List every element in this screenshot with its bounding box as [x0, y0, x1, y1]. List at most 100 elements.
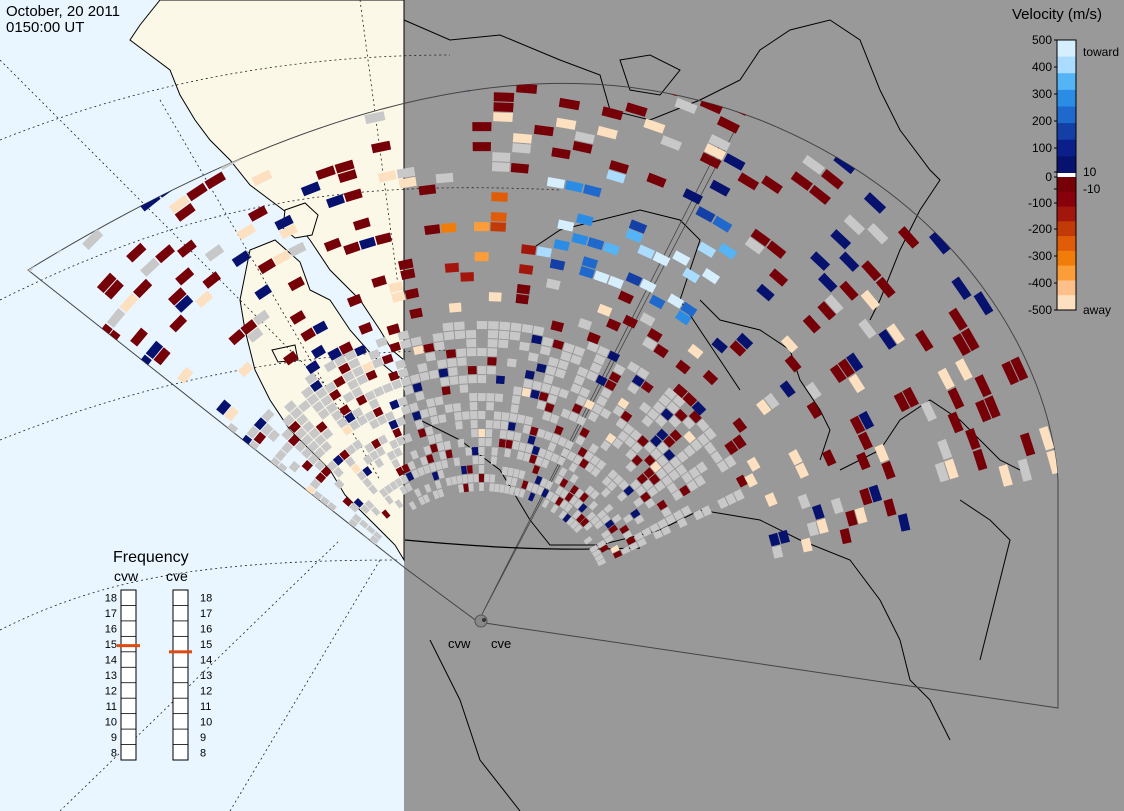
scatter-cell	[312, 490, 323, 502]
scatter-cell	[394, 477, 404, 488]
scatter-cell	[590, 466, 601, 478]
scatter-cell	[432, 332, 444, 342]
scatter-cell	[596, 459, 607, 471]
scatter-cell	[578, 503, 588, 513]
scatter-cell	[688, 410, 702, 424]
scatter-cell	[687, 343, 704, 359]
scatter-cell	[311, 344, 326, 359]
colorbar-tick-label: 500	[1032, 33, 1052, 47]
scatter-cell	[500, 421, 509, 430]
scatter-cell	[947, 387, 965, 410]
scatter-cell	[419, 371, 430, 382]
frequency-tick-label: 11	[200, 701, 211, 713]
scatter-cell	[247, 205, 268, 222]
scatter-cell	[460, 272, 474, 282]
scatter-cell	[305, 360, 321, 375]
scatter-cell	[568, 462, 578, 473]
scatter-cell	[493, 102, 514, 112]
scatter-cell	[361, 361, 374, 373]
scatter-cell	[429, 443, 439, 453]
scatter-cell	[386, 323, 401, 336]
scatter-cell	[784, 354, 802, 373]
scatter-cell	[593, 270, 610, 284]
frequency-tick-label: 18	[200, 593, 212, 605]
colorbar-segment-toward	[1057, 73, 1076, 91]
colorbar-segment-toward	[1057, 156, 1076, 174]
scatter-cell	[281, 441, 294, 454]
scatter-cell	[300, 181, 321, 197]
scatter-cell	[409, 373, 421, 384]
scatter-cell	[622, 514, 634, 524]
scatter-cell	[177, 239, 197, 258]
scatter-cell	[389, 480, 399, 491]
scatter-cell	[467, 474, 474, 483]
scatter-cell	[663, 449, 676, 461]
scatter-cell	[417, 428, 427, 438]
scatter-cell	[627, 382, 640, 395]
scatter-cell	[228, 329, 246, 346]
scatter-cell	[587, 237, 605, 251]
scatter-cell	[536, 428, 546, 439]
scatter-cell	[701, 505, 713, 517]
scatter-cell	[607, 350, 620, 363]
scatter-cell	[457, 438, 465, 448]
scatter-cell	[177, 366, 194, 384]
scatter-cell	[401, 463, 411, 474]
scatter-cell	[806, 521, 819, 537]
scatter-cell	[631, 454, 643, 466]
scatter-cell	[577, 318, 593, 331]
scatter-cell	[596, 539, 607, 549]
scatter-cell	[495, 375, 505, 385]
scatter-cell	[532, 325, 545, 336]
scatter-cell	[362, 466, 373, 477]
scatter-cell	[667, 293, 685, 309]
scatter-cell	[348, 357, 361, 370]
frequency-tick-label: 13	[200, 670, 212, 682]
scatter-cell	[650, 448, 663, 460]
scatter-cell	[1001, 361, 1020, 386]
scatter-cell	[955, 358, 973, 381]
scatter-cell	[487, 366, 497, 375]
scatter-cell	[324, 381, 337, 394]
scatter-cell	[948, 307, 968, 331]
scatter-cell	[312, 320, 329, 335]
scatter-cell	[364, 111, 386, 125]
scatter-cell	[333, 354, 347, 367]
scatter-cell	[554, 425, 564, 436]
scatter-cell	[589, 544, 599, 553]
scatter-cell	[486, 402, 494, 411]
scatter-cell	[412, 382, 423, 393]
scatter-cell	[453, 457, 461, 467]
scatter-cell	[397, 396, 408, 407]
scatter-cell	[849, 415, 866, 435]
scatter-cell	[400, 268, 416, 280]
scatter-cell	[564, 492, 574, 502]
scatter-cell	[389, 341, 402, 353]
scatter-cell	[334, 159, 355, 174]
scatter-cell	[596, 395, 608, 407]
scatter-cell	[643, 441, 656, 454]
scatter-cell	[625, 272, 643, 287]
scatter-cell	[407, 460, 417, 471]
scatter-cell	[693, 509, 704, 521]
scatter-cell	[830, 229, 852, 250]
scatter-cell	[448, 302, 462, 313]
colorbar-tick-label: 10	[1083, 165, 1097, 179]
scatter-cell	[688, 466, 701, 479]
scatter-cell	[625, 102, 648, 117]
scatter-cell	[519, 341, 530, 352]
scatter-cell	[510, 163, 529, 174]
scatter-cell	[473, 474, 479, 483]
scatter-cell	[450, 476, 458, 485]
scatter-cell	[507, 467, 514, 477]
scatter-cell	[312, 400, 325, 413]
scatter-cell	[349, 502, 360, 513]
scatter-cell	[487, 348, 498, 357]
scatter-cell	[534, 475, 543, 485]
scatter-cell	[428, 369, 439, 380]
frequency-tick-label: 15	[105, 639, 117, 651]
scatter-cell	[431, 471, 440, 481]
scatter-cell	[477, 348, 487, 357]
scatter-cell	[551, 147, 571, 160]
scatter-cell	[498, 330, 510, 340]
